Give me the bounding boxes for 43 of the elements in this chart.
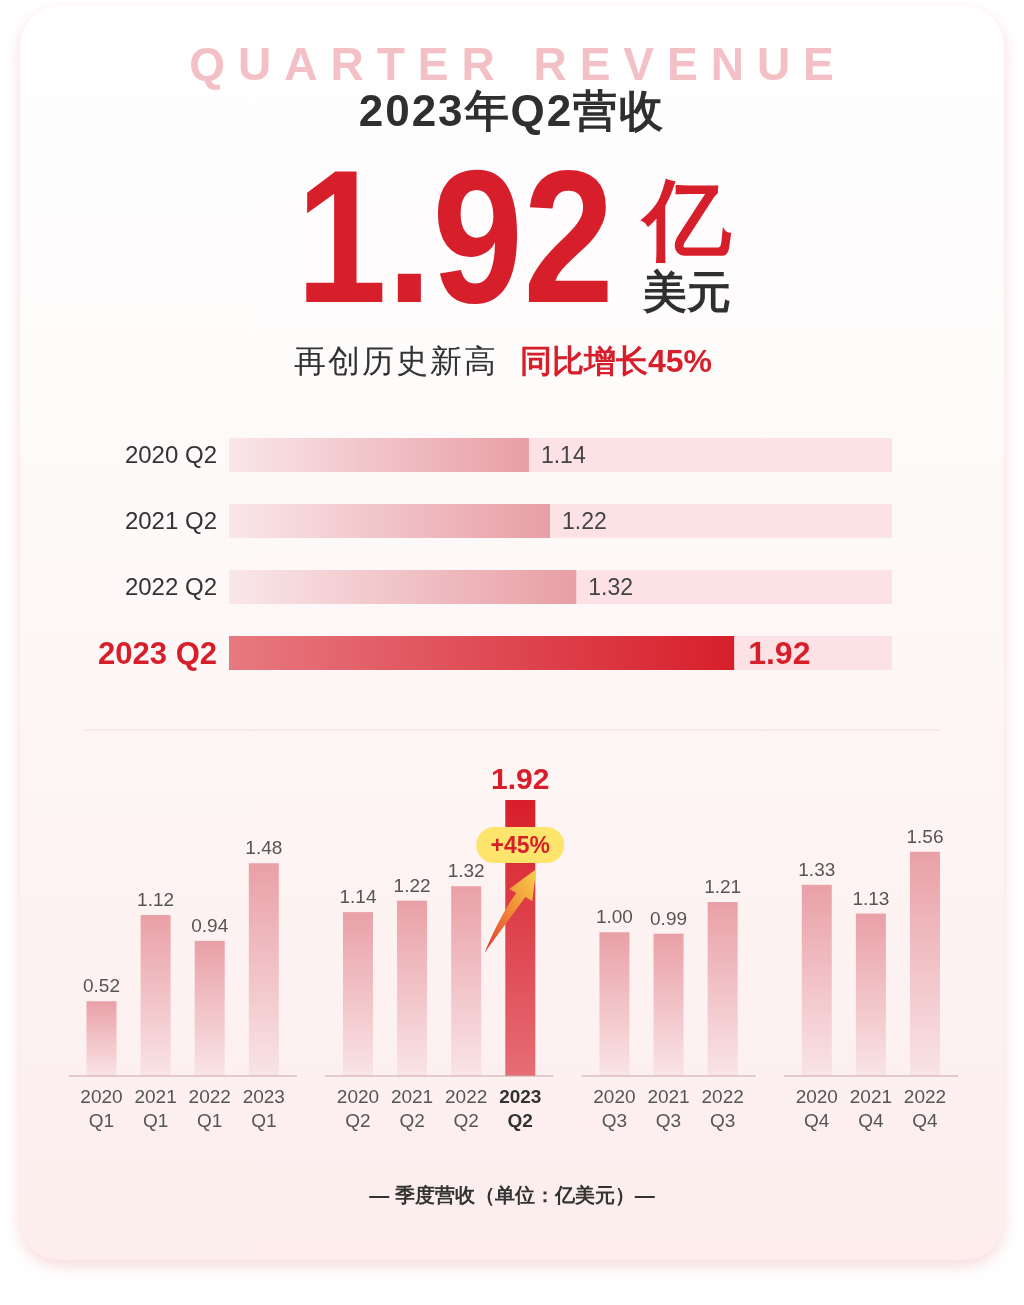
data-label: 1.92 <box>491 762 550 795</box>
text: 同比增长45% <box>520 343 713 379</box>
data-label: 1.22 <box>393 874 431 896</box>
data-label: 1.32 <box>588 574 634 601</box>
data-label: 1.13 <box>852 887 890 909</box>
data-label: 1.32 <box>447 860 485 882</box>
x-tick-label: 2021 Q1 <box>134 1086 177 1131</box>
x-tick-label: 2020 Q3 <box>593 1086 636 1131</box>
x-tick-label: 2022 Q4 <box>903 1086 947 1131</box>
y-tick-label: 2022 Q2 <box>124 573 217 601</box>
data-label: 0.52 <box>83 975 120 997</box>
x-tick-label: 2021 Q4 <box>849 1086 893 1131</box>
x-tick-label: 2022 Q1 <box>188 1086 231 1131</box>
data-label: 1.12 <box>137 889 175 910</box>
x-tick-label: 2020 Q1 <box>80 1086 123 1131</box>
text: 美元 <box>642 267 731 316</box>
data-label: 1.14 <box>339 886 377 908</box>
x-tick-label: 2020 Q2 <box>336 1086 380 1131</box>
x-tick-label: 2021 Q2 <box>390 1086 434 1131</box>
x-tick-label: 2021 Q3 <box>647 1086 690 1131</box>
annotation: +45% <box>490 832 551 859</box>
data-label: 0.94 <box>191 914 229 936</box>
text: QUARTER REVENUE <box>189 38 847 90</box>
x-tick-label: 2020 Q4 <box>795 1086 838 1131</box>
x-tick-label: 2022 Q2 <box>445 1086 488 1131</box>
data-label: 1.00 <box>595 906 633 928</box>
data-label: 1.21 <box>704 876 742 898</box>
x-tick-label: 2023 Q1 <box>242 1086 285 1131</box>
data-label: 1.92 <box>748 635 811 672</box>
data-label: 1.56 <box>906 825 944 847</box>
text: 再创历史新高 <box>294 343 498 379</box>
data-label: 1.14 <box>540 442 586 469</box>
text: 亿 <box>640 170 732 269</box>
data-label: 1.33 <box>798 858 836 880</box>
data-label: 1.22 <box>561 508 607 535</box>
y-tick-label: 2021 Q2 <box>124 507 217 535</box>
data-label: 0.99 <box>650 907 688 929</box>
data-label: 1.48 <box>245 837 283 859</box>
x-tick-label: 2022 Q3 <box>701 1086 744 1131</box>
y-tick-label: 2023 Q2 <box>98 635 217 671</box>
x-axis-title: — 季度营收（单位：亿美元）— <box>369 1184 655 1206</box>
x-tick-label: 2023 Q2 <box>499 1086 542 1131</box>
y-tick-label: 2020 Q2 <box>124 441 217 469</box>
